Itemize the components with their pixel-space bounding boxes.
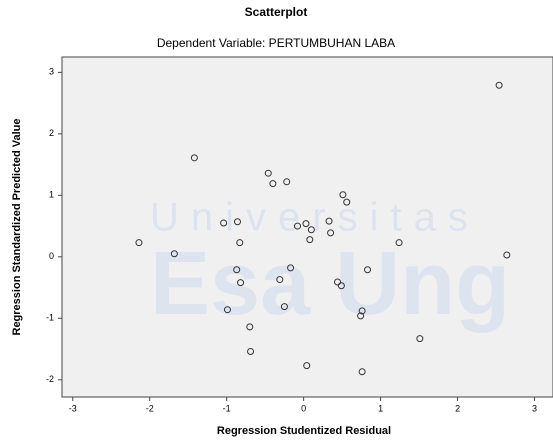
point xyxy=(337,282,345,290)
y-tick-label: 3 xyxy=(49,67,54,77)
y-axis-label: Regression Standardized Predicted Value xyxy=(11,118,23,335)
x-tick-label: 3 xyxy=(532,403,537,413)
point xyxy=(325,217,333,225)
point xyxy=(220,219,228,227)
point xyxy=(287,264,295,272)
chart-title: Scatterplot xyxy=(245,5,308,19)
point xyxy=(233,266,241,274)
point xyxy=(343,198,351,206)
point xyxy=(170,250,178,258)
x-axis-label: Regression Studentized Residual xyxy=(217,425,391,437)
point xyxy=(503,251,511,259)
point xyxy=(327,229,335,237)
point xyxy=(247,348,255,356)
point xyxy=(223,306,231,314)
point xyxy=(303,362,311,370)
point xyxy=(233,218,241,226)
x-tick-label: 0 xyxy=(301,403,306,413)
y-tick-label: 0 xyxy=(49,251,54,261)
point xyxy=(302,220,310,228)
point xyxy=(357,312,365,320)
point xyxy=(280,303,288,311)
point xyxy=(334,278,342,286)
point xyxy=(358,368,366,376)
point xyxy=(293,222,301,230)
point xyxy=(495,81,503,89)
point xyxy=(395,239,403,247)
y-tick-label: -1 xyxy=(46,313,54,323)
point xyxy=(236,239,244,247)
point xyxy=(306,236,314,244)
x-tick-label: 1 xyxy=(378,403,383,413)
point xyxy=(283,178,291,186)
x-tick-label: -3 xyxy=(69,403,77,413)
point xyxy=(339,191,347,199)
point xyxy=(269,180,277,188)
x-tick-label: -2 xyxy=(146,403,154,413)
point xyxy=(358,307,366,315)
point xyxy=(237,279,245,287)
point xyxy=(364,266,372,274)
y-tick-label: 2 xyxy=(49,128,54,138)
point xyxy=(416,335,424,343)
x-tick-label: -1 xyxy=(223,403,231,413)
chart-subtitle: Dependent Variable: PERTUMBUHAN LABA xyxy=(157,36,395,50)
x-tick-label: 2 xyxy=(455,403,460,413)
point xyxy=(246,323,254,331)
point xyxy=(276,276,284,284)
point xyxy=(307,226,315,234)
point xyxy=(264,169,272,177)
plot-area xyxy=(61,56,553,398)
y-tick-label: -2 xyxy=(46,374,54,384)
point xyxy=(135,239,143,247)
watermark: Esa Ung xyxy=(150,234,510,334)
point xyxy=(190,154,198,162)
y-tick-label: 1 xyxy=(49,190,54,200)
